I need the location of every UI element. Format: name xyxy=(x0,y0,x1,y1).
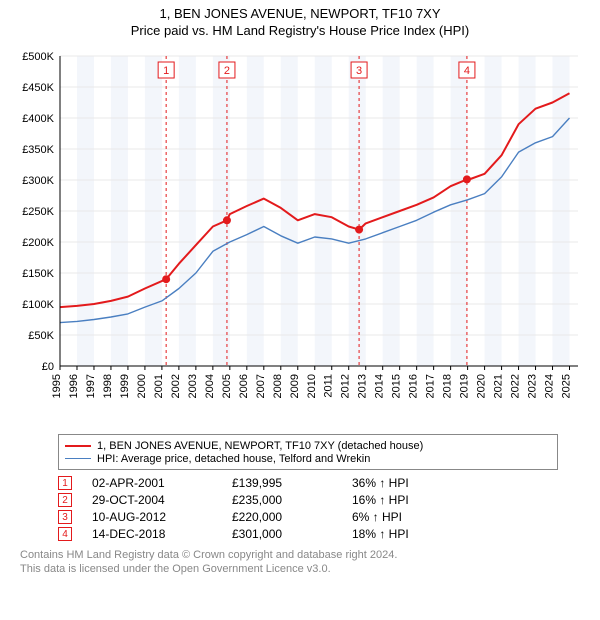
event-marker: 4 xyxy=(58,527,72,541)
sale-marker-number: 1 xyxy=(163,65,169,77)
event-date: 02-APR-2001 xyxy=(92,476,232,490)
chart-plot-area: £0 £50K £100K £150K £200K £250K £300K £350K £400… xyxy=(10,46,590,426)
x-tick-label: 2019 xyxy=(459,374,471,398)
chart-title: 1, BEN JONES AVENUE, NEWPORT, TF10 7XY xyxy=(10,6,590,23)
sale-marker-number: 4 xyxy=(464,65,470,77)
attribution-footer: Contains HM Land Registry data © Crown c… xyxy=(20,549,590,577)
legend-label: 1, BEN JONES AVENUE, NEWPORT, TF10 7XY (… xyxy=(97,440,423,452)
x-tick-label: 2002 xyxy=(170,374,182,398)
x-tick-label: 2003 xyxy=(187,374,199,398)
x-tick-label: 2017 xyxy=(425,374,437,398)
y-tick-label: £150K xyxy=(22,268,54,280)
sale-marker-dot xyxy=(463,175,471,183)
x-tick-label: 2007 xyxy=(255,374,267,398)
legend-item: 1, BEN JONES AVENUE, NEWPORT, TF10 7XY (… xyxy=(65,440,551,452)
x-tick-label: 2005 xyxy=(221,374,233,398)
sale-marker-dot xyxy=(223,216,231,224)
event-pct: 18% ↑ HPI xyxy=(352,527,452,541)
y-tick-label: £400K xyxy=(22,113,54,125)
event-marker: 3 xyxy=(58,510,72,524)
sale-marker-dot xyxy=(162,275,170,283)
x-tick-label: 2024 xyxy=(544,374,556,398)
y-tick-label: £300K xyxy=(22,175,54,187)
chart-container: 1, BEN JONES AVENUE, NEWPORT, TF10 7XY P… xyxy=(0,0,600,620)
x-tick-label: 2015 xyxy=(391,374,403,398)
sale-event-row: 4 14-DEC-2018£301,00018% ↑ HPI xyxy=(58,527,590,541)
event-price: £139,995 xyxy=(232,476,352,490)
event-pct: 6% ↑ HPI xyxy=(352,510,452,524)
x-tick-label: 2013 xyxy=(357,374,369,398)
footer-line-2: This data is licensed under the Open Gov… xyxy=(20,563,590,577)
x-tick-label: 1997 xyxy=(85,374,97,398)
sale-marker-number: 3 xyxy=(356,65,362,77)
x-tick-label: 1995 xyxy=(51,374,63,398)
event-marker: 2 xyxy=(58,493,72,507)
x-tick-label: 2009 xyxy=(289,374,301,398)
legend-box: 1, BEN JONES AVENUE, NEWPORT, TF10 7XY (… xyxy=(58,434,558,470)
x-tick-label: 2008 xyxy=(272,374,284,398)
sale-event-row: 2 29-OCT-2004£235,00016% ↑ HPI xyxy=(58,493,590,507)
x-tick-label: 1998 xyxy=(102,374,114,398)
y-tick-label: £250K xyxy=(22,206,54,218)
y-tick-label: £500K xyxy=(22,51,54,63)
event-price: £220,000 xyxy=(232,510,352,524)
x-tick-label: 2023 xyxy=(527,374,539,398)
x-tick-label: 1996 xyxy=(68,374,80,398)
x-tick-label: 2025 xyxy=(561,374,573,398)
sale-marker-dot xyxy=(355,225,363,233)
y-tick-label: £100K xyxy=(22,299,54,311)
event-pct: 16% ↑ HPI xyxy=(352,493,452,507)
event-price: £235,000 xyxy=(232,493,352,507)
x-tick-label: 2018 xyxy=(442,374,454,398)
event-marker: 1 xyxy=(58,476,72,490)
event-pct: 36% ↑ HPI xyxy=(352,476,452,490)
x-tick-label: 2004 xyxy=(204,374,216,398)
x-tick-label: 2001 xyxy=(153,374,165,398)
x-tick-label: 2006 xyxy=(238,374,250,398)
x-tick-label: 2020 xyxy=(476,374,488,398)
sale-events-table: 102-APR-2001£139,99536% ↑ HPI229-OCT-200… xyxy=(58,476,590,541)
event-date: 10-AUG-2012 xyxy=(92,510,232,524)
event-date: 14-DEC-2018 xyxy=(92,527,232,541)
legend-label: HPI: Average price, detached house, Telf… xyxy=(97,453,370,465)
sale-marker-number: 2 xyxy=(224,65,230,77)
legend-swatch xyxy=(65,458,91,459)
legend-item: HPI: Average price, detached house, Telf… xyxy=(65,453,551,465)
chart-subtitle: Price paid vs. HM Land Registry's House … xyxy=(10,23,590,40)
x-tick-label: 1999 xyxy=(119,374,131,398)
event-price: £301,000 xyxy=(232,527,352,541)
event-date: 29-OCT-2004 xyxy=(92,493,232,507)
sale-event-row: 1 02-APR-2001£139,99536% ↑ HPI xyxy=(58,476,590,490)
x-tick-label: 2010 xyxy=(306,374,318,398)
sale-event-row: 3 10-AUG-2012£220,0006% ↑ HPI xyxy=(58,510,590,524)
y-tick-label: £200K xyxy=(22,237,54,249)
x-tick-label: 2021 xyxy=(493,374,505,398)
chart-svg: £0 £50K £100K £150K £200K £250K £300K £350K £400… xyxy=(10,46,590,426)
x-tick-label: 2000 xyxy=(136,374,148,398)
y-tick-label: £350K xyxy=(22,144,54,156)
y-tick-label: £450K xyxy=(22,82,54,94)
footer-line-1: Contains HM Land Registry data © Crown c… xyxy=(20,549,590,563)
legend-swatch xyxy=(65,445,91,447)
y-tick-label: £50K xyxy=(28,330,54,342)
x-tick-label: 2012 xyxy=(340,374,352,398)
x-tick-label: 2014 xyxy=(374,374,386,398)
x-tick-label: 2011 xyxy=(323,374,335,398)
x-tick-label: 2022 xyxy=(510,374,522,398)
y-tick-label: £0 xyxy=(42,361,54,373)
x-tick-label: 2016 xyxy=(408,374,420,398)
